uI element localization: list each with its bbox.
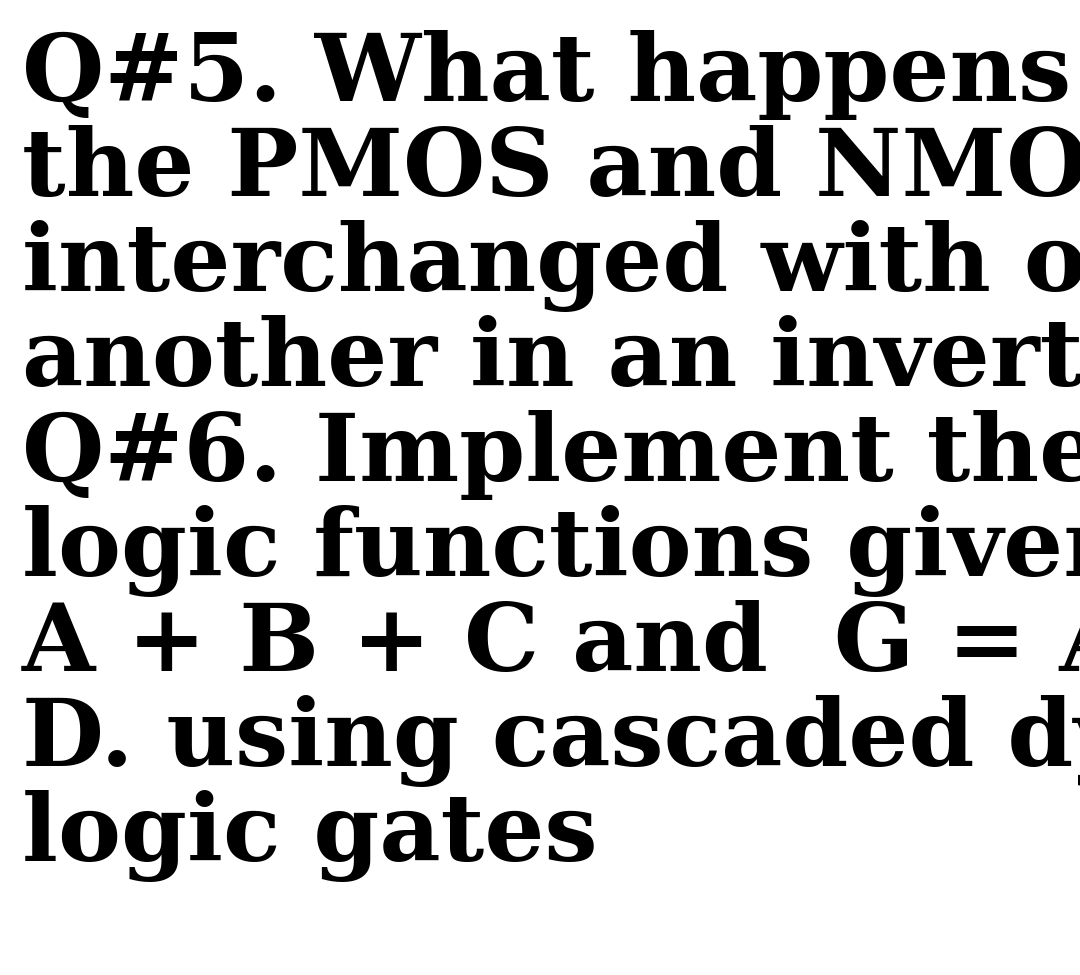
Text: logic gates: logic gates — [22, 790, 597, 882]
Text: A + B + C and  G = A + B + C +: A + B + C and G = A + B + C + — [22, 600, 1080, 690]
Text: logic functions given by F =: logic functions given by F = — [22, 505, 1080, 597]
Text: Q#6. Implement the two: Q#6. Implement the two — [22, 410, 1080, 500]
Text: interchanged with one: interchanged with one — [22, 220, 1080, 312]
Text: D. using cascaded dynamic: D. using cascaded dynamic — [22, 695, 1080, 787]
Text: another in an inverter?: another in an inverter? — [22, 315, 1080, 405]
Text: Q#5. What happens when: Q#5. What happens when — [22, 30, 1080, 120]
Text: the PMOS and NMOS are: the PMOS and NMOS are — [22, 125, 1080, 215]
